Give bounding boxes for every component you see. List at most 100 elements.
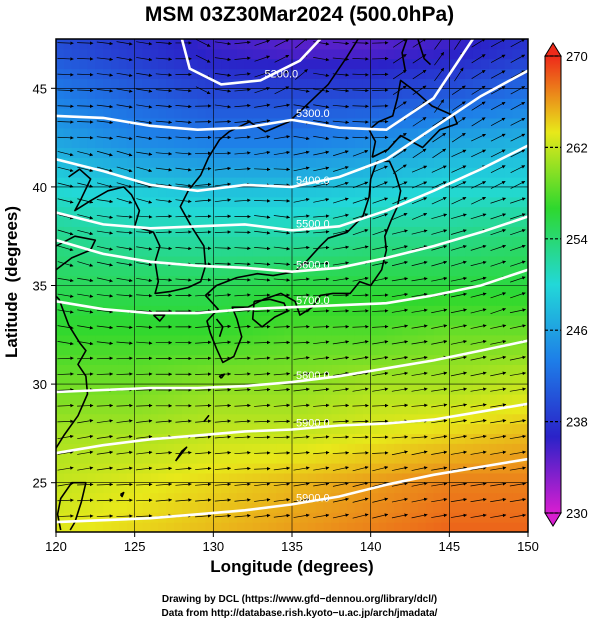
field-cell: [158, 58, 167, 70]
field-cell: [315, 354, 325, 365]
wind-arrow: [274, 70, 290, 79]
field-cell: [378, 196, 387, 208]
wind-arrow: [273, 324, 291, 329]
field-cell: [260, 393, 269, 405]
field-cell: [63, 433, 73, 444]
wind-arrow: [510, 244, 526, 251]
field-cell: [103, 423, 112, 434]
field-cell: [221, 453, 230, 464]
field-cell: [307, 522, 317, 532]
field-cell: [347, 512, 356, 523]
field-cell: [347, 364, 356, 375]
field-cell: [323, 453, 332, 464]
field-cell: [276, 403, 285, 415]
wind-arrow: [155, 450, 173, 455]
wind-arrow: [57, 198, 74, 204]
field-cell: [197, 364, 207, 375]
field-cell: [472, 206, 482, 218]
field-cell: [472, 374, 482, 385]
field-cell: [158, 88, 167, 99]
wind-arrow: [57, 372, 74, 376]
field-cell: [315, 393, 325, 405]
field-cell: [95, 78, 104, 89]
field-cell: [87, 186, 96, 198]
field-cell: [79, 137, 89, 149]
field-cell: [142, 177, 151, 188]
wind-arrow: [411, 181, 428, 189]
field-cell: [299, 433, 309, 444]
wind-arrow: [195, 230, 212, 234]
field-cell: [252, 98, 262, 109]
field-cell: [284, 157, 293, 168]
wind-arrow: [214, 435, 232, 439]
field-cell: [87, 334, 96, 346]
field-cell: [339, 315, 348, 326]
wind-arrow: [136, 230, 153, 235]
field-cell: [386, 58, 395, 70]
field-cell: [354, 374, 364, 385]
field-cell: [512, 108, 521, 119]
wind-arrow: [136, 356, 153, 361]
field-cell: [205, 186, 214, 198]
field-cell: [111, 453, 120, 464]
field-cell: [512, 167, 521, 178]
field-cell: [150, 522, 159, 532]
field-cell: [158, 492, 167, 504]
wind-arrow: [254, 167, 271, 172]
field-cell: [71, 522, 81, 532]
field-cell: [292, 502, 301, 513]
field-cell: [307, 39, 317, 50]
field-cell: [197, 423, 207, 434]
field-cell: [425, 324, 435, 336]
wind-arrow: [450, 213, 467, 220]
wind-arrow: [254, 435, 271, 439]
field-cell: [95, 236, 104, 247]
field-cell: [150, 265, 159, 277]
wind-arrow: [454, 67, 464, 82]
field-cell: [111, 324, 120, 336]
field-cell: [205, 413, 214, 425]
wind-arrow: [77, 434, 94, 440]
wind-arrow: [214, 419, 232, 423]
wind-arrow: [490, 403, 507, 408]
credit-drawing: Drawing by DCL (https://www.gfd−dennou.o…: [161, 594, 438, 605]
field-cell: [457, 265, 466, 277]
field-cell: [331, 482, 340, 494]
field-cell: [307, 127, 317, 139]
field-cell: [339, 255, 348, 267]
wind-arrow: [96, 277, 113, 283]
field-cell: [189, 127, 199, 139]
field-cell: [402, 423, 411, 434]
field-cell: [465, 354, 474, 365]
field-cell: [213, 157, 222, 168]
field-cell: [197, 78, 207, 89]
field-cell: [441, 423, 450, 434]
field-cell: [386, 522, 395, 532]
field-cell: [71, 265, 81, 277]
field-cell: [71, 117, 81, 129]
field-cell: [174, 98, 183, 109]
field-cell: [370, 196, 380, 208]
field-cell: [150, 58, 159, 70]
field-cell: [276, 137, 285, 149]
wind-arrow: [293, 135, 310, 141]
field-cell: [197, 117, 207, 129]
field-cell: [181, 324, 191, 336]
field-cell: [386, 255, 395, 267]
field-cell: [472, 117, 482, 129]
field-cell: [331, 186, 340, 198]
field-cell: [402, 334, 411, 346]
field-cell: [496, 492, 505, 504]
field-cell: [496, 344, 505, 356]
field-cell: [150, 482, 159, 494]
field-cell: [56, 285, 65, 296]
field-cell: [134, 157, 144, 168]
field-cell: [362, 39, 372, 50]
wind-arrow: [450, 355, 467, 361]
wind-arrow: [195, 372, 212, 376]
wind-arrow: [57, 482, 74, 487]
wind-arrow: [332, 261, 350, 266]
wind-arrow: [136, 514, 153, 518]
field-cell: [87, 433, 96, 444]
field-cell: [142, 324, 151, 336]
